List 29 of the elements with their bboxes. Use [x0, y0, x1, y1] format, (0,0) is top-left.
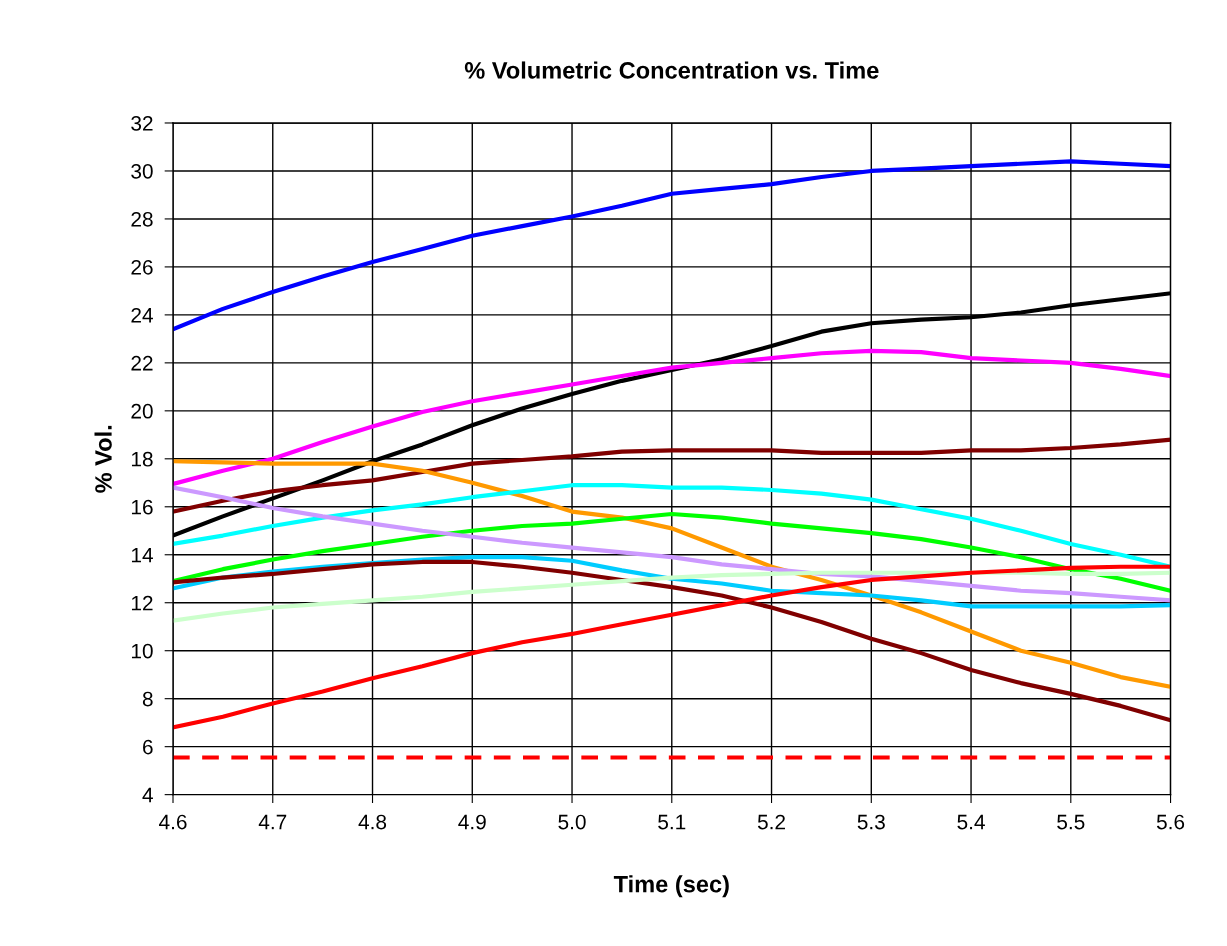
- y-tick-label: 24: [131, 307, 153, 323]
- y-tick-label: 10: [131, 643, 153, 659]
- y-tick-label: 14: [131, 547, 153, 563]
- x-tick-label: 5.6: [1156, 814, 1185, 830]
- y-tick-label: 28: [131, 211, 153, 227]
- y-tick-label: 18: [131, 451, 153, 467]
- chart-title: % Volumetric Concentration vs. Time: [464, 61, 879, 79]
- y-tick-label: 6: [143, 739, 153, 755]
- y-axis-title: % Vol.: [94, 425, 112, 493]
- x-tick-label: 5.0: [558, 814, 586, 830]
- y-tick-label: 16: [131, 499, 153, 515]
- x-tick-label: 5.5: [1057, 814, 1085, 830]
- x-tick-label: 4.9: [458, 814, 486, 830]
- x-axis-title: Time (sec): [613, 875, 729, 898]
- y-tick-label: 26: [131, 259, 153, 275]
- x-tick-label: 5.4: [957, 814, 985, 830]
- y-tick-label: 4: [142, 787, 153, 803]
- x-tick-label: 5.1: [658, 814, 686, 830]
- x-tick-label: 5.3: [857, 814, 885, 830]
- y-tick-label: 22: [131, 355, 153, 371]
- y-tick-label: 32: [131, 115, 153, 131]
- x-tick-label: 5.2: [757, 814, 785, 830]
- y-tick-label: 30: [131, 163, 153, 179]
- x-tick-label: 4.6: [159, 814, 187, 830]
- y-tick-label: 12: [131, 595, 153, 611]
- x-tick-label: 4.7: [258, 814, 287, 830]
- y-tick-label: 20: [131, 403, 153, 419]
- y-tick-label: 8: [142, 691, 153, 707]
- x-tick-label: 4.8: [358, 814, 387, 830]
